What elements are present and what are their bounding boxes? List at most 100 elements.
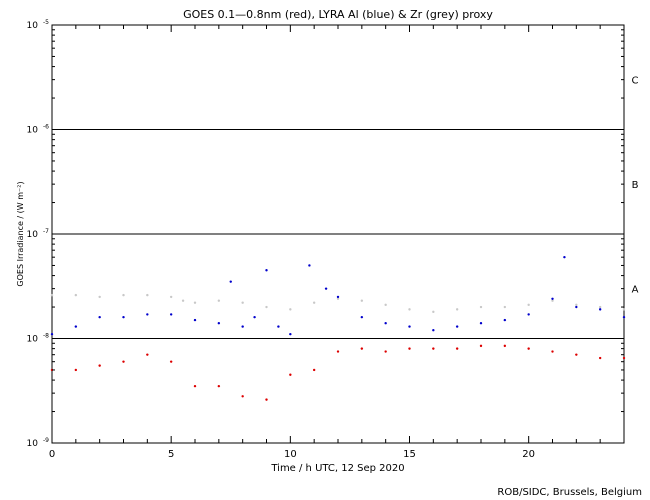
flare-class-lines xyxy=(52,129,624,339)
series-2-point xyxy=(527,347,530,350)
series-1-point xyxy=(169,313,173,316)
y-tick-label: 10 xyxy=(27,21,39,31)
series-0-point xyxy=(479,305,483,309)
series-1-point xyxy=(384,322,387,325)
series-1-point xyxy=(289,332,292,336)
series-1-point xyxy=(479,322,483,325)
series-1-point xyxy=(598,308,602,311)
series-2-point xyxy=(384,350,387,353)
y-axis-ticks: 10 -9 10 -8 10 -7 10 -6 10 -5 xyxy=(27,19,624,449)
series-1-point xyxy=(217,322,221,325)
series-2-point xyxy=(74,368,78,372)
series-0 xyxy=(50,293,626,314)
series-0-point xyxy=(336,297,340,300)
series-2-point xyxy=(312,368,316,372)
series-1-point xyxy=(265,269,268,272)
series-1-point xyxy=(146,313,149,316)
series-0-point xyxy=(181,299,185,302)
series-0-point xyxy=(74,293,78,297)
flare-class-label-c: C xyxy=(632,76,639,87)
x-tick-label: 15 xyxy=(403,449,416,460)
series-0-point xyxy=(50,293,54,297)
plot-area: 10 -9 10 -8 10 -7 10 -6 10 -5 0 5 10 15 20 A B C xyxy=(27,19,639,460)
series-0-point xyxy=(503,305,507,309)
x-tick-label: 0 xyxy=(49,449,55,460)
series-1-point xyxy=(360,315,364,319)
series-0-point xyxy=(455,308,459,311)
series-1-point xyxy=(503,318,507,322)
series-1-point xyxy=(622,315,626,319)
series-2-point xyxy=(241,395,244,398)
series-0-point xyxy=(289,308,292,311)
series-2-point xyxy=(455,347,459,350)
series-2-point xyxy=(360,347,364,350)
series-0-point xyxy=(169,295,173,299)
series-0-point xyxy=(265,305,268,309)
data-series xyxy=(50,255,626,401)
credit-text: ROB/SIDC, Brussels, Belgium xyxy=(497,487,642,498)
series-1-point xyxy=(324,287,328,290)
series-2-point xyxy=(122,360,125,363)
y-tick-exponent: -5 xyxy=(43,19,49,26)
series-2-point xyxy=(98,364,101,367)
series-2-point xyxy=(622,356,626,360)
series-1-point xyxy=(455,325,459,328)
series-2-point xyxy=(336,350,340,353)
series-1-point xyxy=(229,280,232,283)
x-tick-label: 20 xyxy=(522,449,535,460)
series-0-point xyxy=(432,310,435,314)
series-2 xyxy=(50,344,626,401)
series-2-point xyxy=(575,353,578,356)
x-tick-label: 10 xyxy=(284,449,297,460)
series-1-point xyxy=(193,318,197,322)
series-2-point xyxy=(265,398,268,401)
y-tick-exponent: -9 xyxy=(43,437,49,444)
flare-class-labels: A B C xyxy=(632,76,639,296)
series-2-point xyxy=(169,360,173,363)
y-tick-exponent: -7 xyxy=(43,228,49,235)
y-tick-exponent: -8 xyxy=(43,333,49,340)
series-1-point xyxy=(74,325,78,328)
y-axis-label: GOES Irradiance / (W m⁻²) xyxy=(16,181,25,286)
series-1-point xyxy=(50,332,54,336)
series-2-point xyxy=(289,373,292,376)
series-1-point xyxy=(122,315,125,319)
series-0-point xyxy=(241,301,244,304)
series-1-point xyxy=(277,325,280,328)
series-0-point xyxy=(122,293,125,297)
series-2-point xyxy=(146,353,149,356)
series-1-point xyxy=(563,255,566,259)
x-tick-label: 5 xyxy=(168,449,174,460)
chart-title: GOES 0.1—0.8nm (red), LYRA Al (blue) & Z… xyxy=(183,8,493,21)
x-axis-label: Time / h UTC, 12 Sep 2020 xyxy=(270,463,404,474)
series-0-point xyxy=(551,299,554,302)
y-tick-label: 10 xyxy=(27,335,39,345)
series-1-point xyxy=(241,325,244,328)
series-2-point xyxy=(479,344,483,348)
series-2-point xyxy=(408,347,411,350)
series-0-point xyxy=(527,303,530,307)
series-1-point xyxy=(527,313,530,316)
series-0-point xyxy=(98,295,101,299)
series-1 xyxy=(50,255,626,336)
series-0-point xyxy=(193,301,197,304)
flare-class-label-b: B xyxy=(632,180,639,191)
series-2-point xyxy=(598,356,602,360)
series-0-point xyxy=(146,293,149,297)
series-1-point xyxy=(432,329,435,332)
series-2-point xyxy=(217,384,221,388)
y-tick-label: 10 xyxy=(27,126,39,136)
series-2-point xyxy=(193,384,197,388)
flare-class-label-a: A xyxy=(632,285,639,296)
series-1-point xyxy=(253,315,256,319)
series-2-point xyxy=(551,350,554,353)
series-0-point xyxy=(622,308,626,311)
series-0-point xyxy=(384,303,387,307)
series-0-point xyxy=(217,299,221,302)
y-tick-label: 10 xyxy=(27,230,39,240)
series-0-point xyxy=(575,303,578,307)
series-2-point xyxy=(503,344,507,348)
series-1-point xyxy=(308,264,311,267)
y-tick-label: 10 xyxy=(27,439,39,449)
